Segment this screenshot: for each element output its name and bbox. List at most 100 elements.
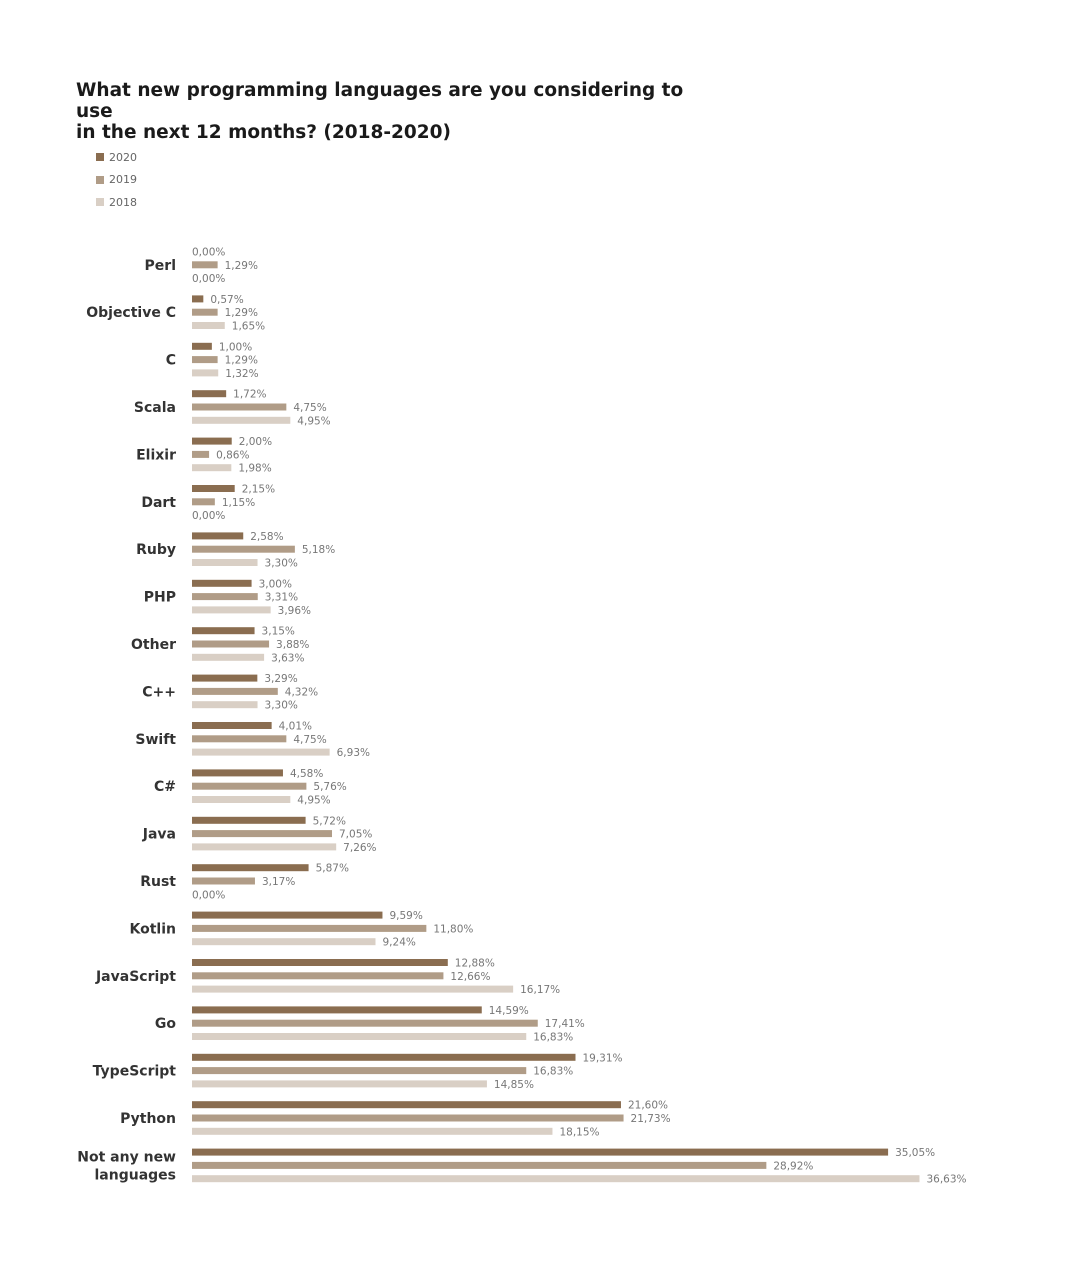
data-label-go-2018: 16,83% <box>533 1032 573 1044</box>
data-label-not-any-new-languages-2020: 35,05% <box>895 1147 935 1159</box>
bar-objective-c-2020 <box>192 295 204 303</box>
bar-scala-2018 <box>192 416 291 424</box>
legend-item-2019: 2019 <box>96 169 137 192</box>
data-label-go-2019: 17,41% <box>545 1018 585 1030</box>
bar-php-2019 <box>192 593 258 601</box>
data-label-c--2019: 4,32% <box>285 686 318 698</box>
data-label-typescript-2018: 14,85% <box>494 1079 534 1091</box>
chart-title: What new programming languages are you c… <box>76 80 696 143</box>
legend-swatch-2018 <box>96 198 104 207</box>
data-label-objective-c-2020: 0,57% <box>210 294 243 306</box>
data-label-c--2020: 4,58% <box>290 768 323 780</box>
data-label-scala-2018: 4,95% <box>297 415 330 427</box>
legend-item-2018: 2018 <box>96 191 137 214</box>
bar-elixir-2020 <box>192 437 232 445</box>
bar-java-2020 <box>192 816 306 824</box>
data-label-javascript-2020: 12,88% <box>455 958 495 970</box>
data-label-c--2018: 3,30% <box>265 700 298 712</box>
bar-java-2018 <box>192 843 337 851</box>
bar-other-2018 <box>192 653 265 661</box>
chart-title-line-1: What new programming languages are you c… <box>76 80 684 122</box>
bar-typescript-2020 <box>192 1053 576 1061</box>
data-label-javascript-2018: 16,17% <box>520 984 560 996</box>
data-label-perl-2018: 0,00% <box>192 273 225 285</box>
bar-php-2020 <box>192 579 252 587</box>
bar-rust-2020 <box>192 864 309 872</box>
legend-label-2019: 2019 <box>109 173 137 187</box>
data-label-dart-2018: 0,00% <box>192 510 225 522</box>
data-label-elixir-2018: 1,98% <box>238 463 271 475</box>
bar-elixir-2019 <box>192 450 210 458</box>
data-label-not-any-new-languages-2018: 36,63% <box>926 1174 966 1186</box>
data-label-go-2020: 14,59% <box>489 1005 529 1017</box>
bar-not-any-new-languages-2019 <box>192 1161 767 1169</box>
category-label-dart: Dart <box>141 495 176 511</box>
category-label-java: Java <box>142 827 176 843</box>
data-label-perl-2020: 0,00% <box>192 247 225 259</box>
data-label-rust-2018: 0,00% <box>192 889 225 901</box>
bar-java-2019 <box>192 830 333 838</box>
data-label-c-2020: 1,00% <box>219 341 252 353</box>
data-label-objective-c-2018: 1,65% <box>232 321 265 333</box>
data-label-perl-2019: 1,29% <box>225 260 258 272</box>
bar-c--2018 <box>192 796 291 803</box>
bar-ruby-2020 <box>192 532 244 540</box>
legend-item-2020: 2020 <box>96 146 137 169</box>
category-label-rust: Rust <box>140 874 176 890</box>
bar-perl-2019 <box>192 261 218 269</box>
category-label-ruby: Ruby <box>136 542 176 558</box>
category-label-typescript: TypeScript <box>93 1064 177 1080</box>
category-label-php: PHP <box>144 590 176 606</box>
bar-c--2020 <box>192 674 258 682</box>
bar-scala-2020 <box>192 390 227 398</box>
data-label-other-2020: 3,15% <box>262 626 295 638</box>
data-label-c-2018: 1,32% <box>225 368 258 380</box>
data-label-python-2019: 21,73% <box>631 1113 671 1125</box>
bar-javascript-2018 <box>192 985 514 993</box>
category-label-not-any-new-languages: languages <box>95 1167 177 1183</box>
bar-c--2019 <box>192 687 278 695</box>
category-label-c-: C++ <box>142 684 176 700</box>
data-label-c-2019: 1,29% <box>225 355 258 367</box>
category-label-elixir: Elixir <box>136 447 176 463</box>
bar-not-any-new-languages-2018 <box>192 1175 920 1183</box>
bar-c--2018 <box>192 701 258 709</box>
data-label-elixir-2020: 2,00% <box>239 436 272 448</box>
category-label-swift: Swift <box>135 732 176 748</box>
bar-go-2019 <box>192 1019 538 1027</box>
bar-objective-c-2018 <box>192 322 225 329</box>
data-label-rust-2019: 3,17% <box>262 876 295 888</box>
bar-ruby-2018 <box>192 559 258 566</box>
category-label-kotlin: Kotlin <box>130 921 176 937</box>
data-label-rust-2020: 5,87% <box>316 863 349 875</box>
data-label-kotlin-2018: 9,24% <box>383 937 416 949</box>
legend-swatch-2019 <box>96 175 104 184</box>
bar-typescript-2019 <box>192 1067 527 1075</box>
bar-swift-2020 <box>192 722 272 729</box>
data-label-php-2018: 3,96% <box>278 605 311 617</box>
legend-swatch-2020 <box>96 153 104 162</box>
bar-objective-c-2019 <box>192 308 218 316</box>
bar-elixir-2018 <box>192 464 232 472</box>
bar-ruby-2019 <box>192 545 295 553</box>
data-label-swift-2020: 4,01% <box>279 721 312 733</box>
bar-kotlin-2018 <box>192 938 376 946</box>
data-label-python-2018: 18,15% <box>559 1126 599 1138</box>
data-label-swift-2019: 4,75% <box>293 734 326 746</box>
data-label-dart-2019: 1,15% <box>222 497 255 509</box>
bar-kotlin-2019 <box>192 924 427 932</box>
category-label-python: Python <box>120 1111 176 1127</box>
data-label-scala-2020: 1,72% <box>233 389 266 401</box>
category-label-other: Other <box>131 637 176 653</box>
data-label-typescript-2019: 16,83% <box>533 1066 573 1078</box>
bar-go-2020 <box>192 1006 482 1014</box>
data-label-php-2019: 3,31% <box>265 592 298 604</box>
data-label-java-2018: 7,26% <box>343 842 376 854</box>
bar-c-2018 <box>192 369 219 377</box>
legend: 2020 2019 2018 <box>96 146 137 214</box>
bar-scala-2019 <box>192 403 287 411</box>
bar-other-2019 <box>192 640 270 648</box>
bar-python-2019 <box>192 1114 624 1122</box>
bar-javascript-2019 <box>192 972 444 980</box>
